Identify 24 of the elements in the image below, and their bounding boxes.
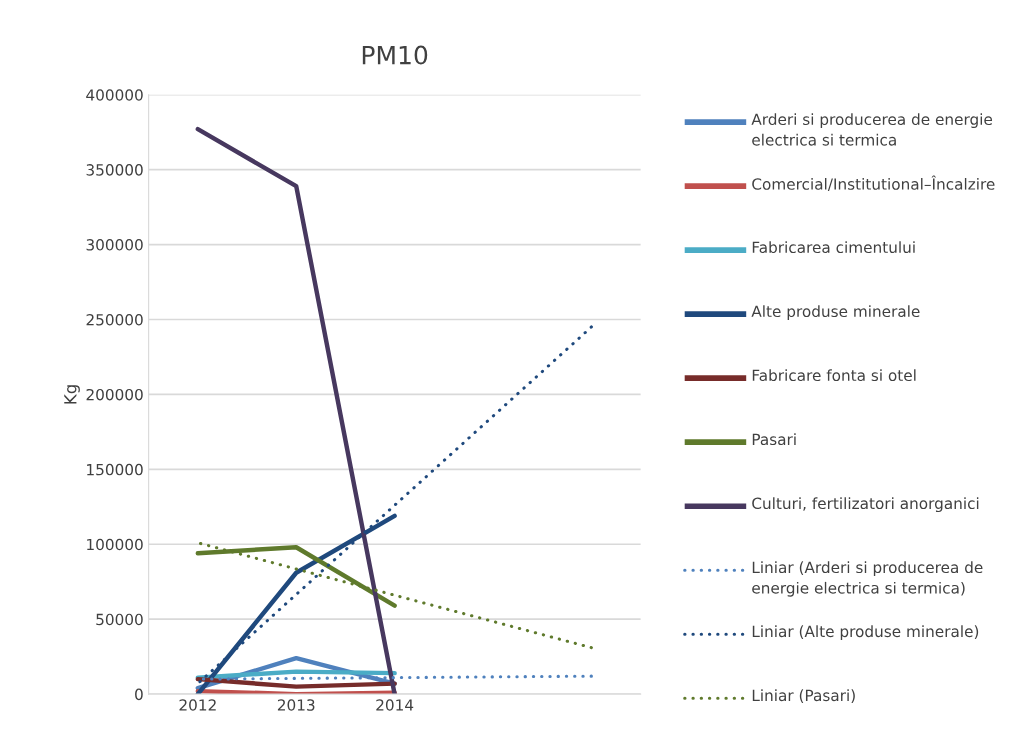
legend-label: Liniar (Alte produse minerale) bbox=[752, 625, 979, 641]
y-tick-label: 100000 bbox=[87, 538, 143, 551]
legend-label: Comercial/Institutional–Încalzire bbox=[752, 175, 995, 192]
x-tick-label: 2013 bbox=[277, 699, 315, 711]
x-tick-label: 2012 bbox=[179, 699, 216, 711]
y-tick-label: 150000 bbox=[87, 463, 143, 476]
chart-title: PM10 bbox=[362, 45, 428, 65]
y-tick-label: 50000 bbox=[96, 613, 143, 626]
legend-label: Alte produse minerale bbox=[751, 305, 920, 321]
y-tick-label: 250000 bbox=[86, 313, 143, 326]
y-tick-label: 400000 bbox=[86, 89, 143, 101]
y-tick-label: 0 bbox=[135, 688, 143, 701]
legend-label: Fabricarea cimentului bbox=[752, 241, 915, 254]
x-tick-label: 2014 bbox=[376, 699, 414, 711]
legend-label: Pasari bbox=[752, 433, 796, 446]
y-tick-label: 300000 bbox=[86, 239, 143, 251]
legend-label: Liniar (Pasari) bbox=[752, 689, 855, 703]
legend-label: Fabricare fonta si otel bbox=[752, 369, 916, 382]
legend-label: Culturi, fertilizatori anorganici bbox=[752, 497, 979, 513]
y-tick-label: 350000 bbox=[86, 164, 143, 176]
legend-label: Liniar (Arderi si producerea de energie electrica si termica) bbox=[752, 561, 983, 597]
y-tick-label: 200000 bbox=[86, 388, 143, 401]
legend-label: Arderi si producerea de energie electrica si termica bbox=[751, 113, 993, 146]
y-axis-title: Kg bbox=[64, 385, 80, 404]
